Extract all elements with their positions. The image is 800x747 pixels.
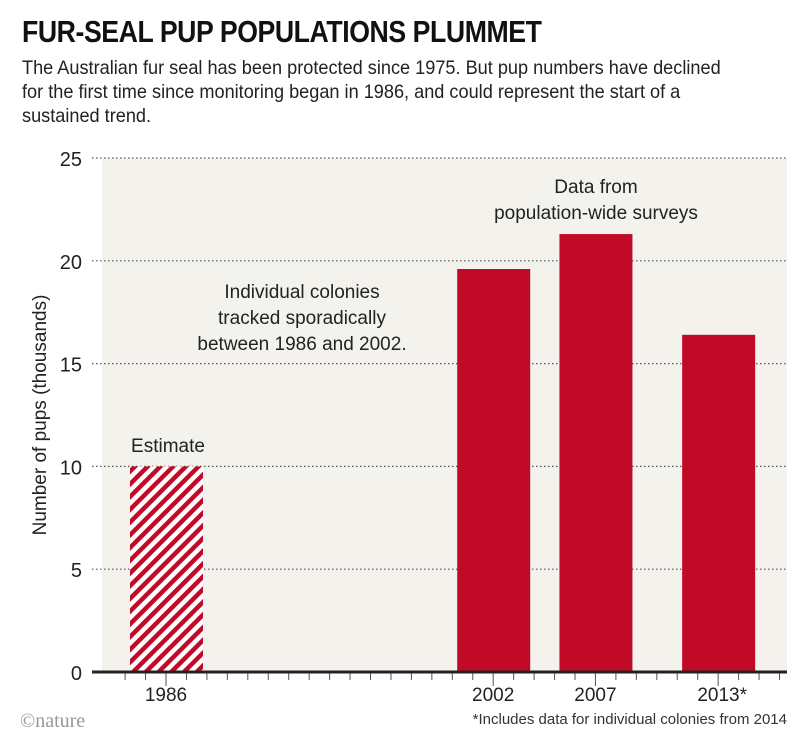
- bar-1986: [130, 466, 203, 672]
- surveys-annotation: Data from: [554, 177, 637, 198]
- nature-credit: ©nature: [20, 710, 86, 732]
- y-tick-label: 0: [71, 663, 82, 685]
- surveys-annotation: population-wide surveys: [494, 203, 698, 224]
- colonies-annotation: between 1986 and 2002.: [197, 334, 406, 355]
- x-tick-label: 2013*: [697, 685, 747, 706]
- x-tick-label: 2007: [574, 685, 616, 706]
- y-axis-label: Number of pups (thousands): [30, 295, 51, 536]
- y-tick-label: 5: [71, 560, 82, 582]
- chart-title: FUR-SEAL PUP POPULATIONS PLUMMET: [22, 14, 542, 49]
- footnote: *Includes data for individual colonies f…: [472, 711, 787, 728]
- bar-2007: [559, 234, 633, 672]
- plot-background: [102, 158, 787, 672]
- y-tick-label: 20: [60, 252, 82, 274]
- x-tick-label: 1986: [145, 685, 187, 706]
- y-tick-label: 15: [60, 355, 82, 377]
- y-tick-label: 10: [60, 457, 82, 479]
- estimate-annotation: Estimate: [131, 436, 205, 457]
- colonies-annotation: tracked sporadically: [218, 308, 386, 329]
- bar-2013*: [682, 334, 756, 672]
- bar-2002: [457, 269, 531, 672]
- y-tick-label: 25: [60, 149, 82, 171]
- chart-subtitle: The Australian fur seal has been protect…: [22, 57, 721, 127]
- colonies-annotation: Individual colonies: [224, 282, 379, 303]
- x-tick-label: 2002: [472, 685, 514, 706]
